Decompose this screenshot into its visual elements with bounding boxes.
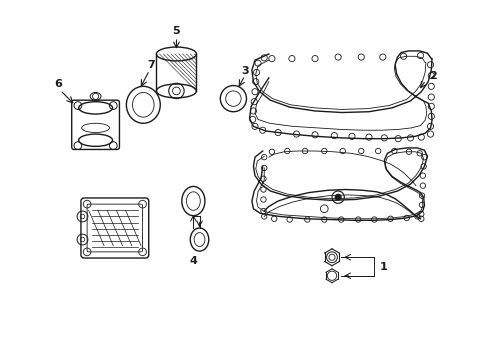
Text: 7: 7: [147, 60, 155, 70]
FancyBboxPatch shape: [72, 100, 120, 149]
Text: 6: 6: [55, 79, 63, 89]
Text: 5: 5: [172, 26, 180, 36]
Text: 4: 4: [190, 256, 197, 266]
Text: 1: 1: [380, 261, 388, 271]
FancyBboxPatch shape: [81, 198, 149, 258]
Circle shape: [335, 194, 341, 200]
FancyBboxPatch shape: [87, 204, 143, 252]
Text: 2: 2: [429, 71, 437, 81]
Text: 3: 3: [241, 66, 249, 76]
